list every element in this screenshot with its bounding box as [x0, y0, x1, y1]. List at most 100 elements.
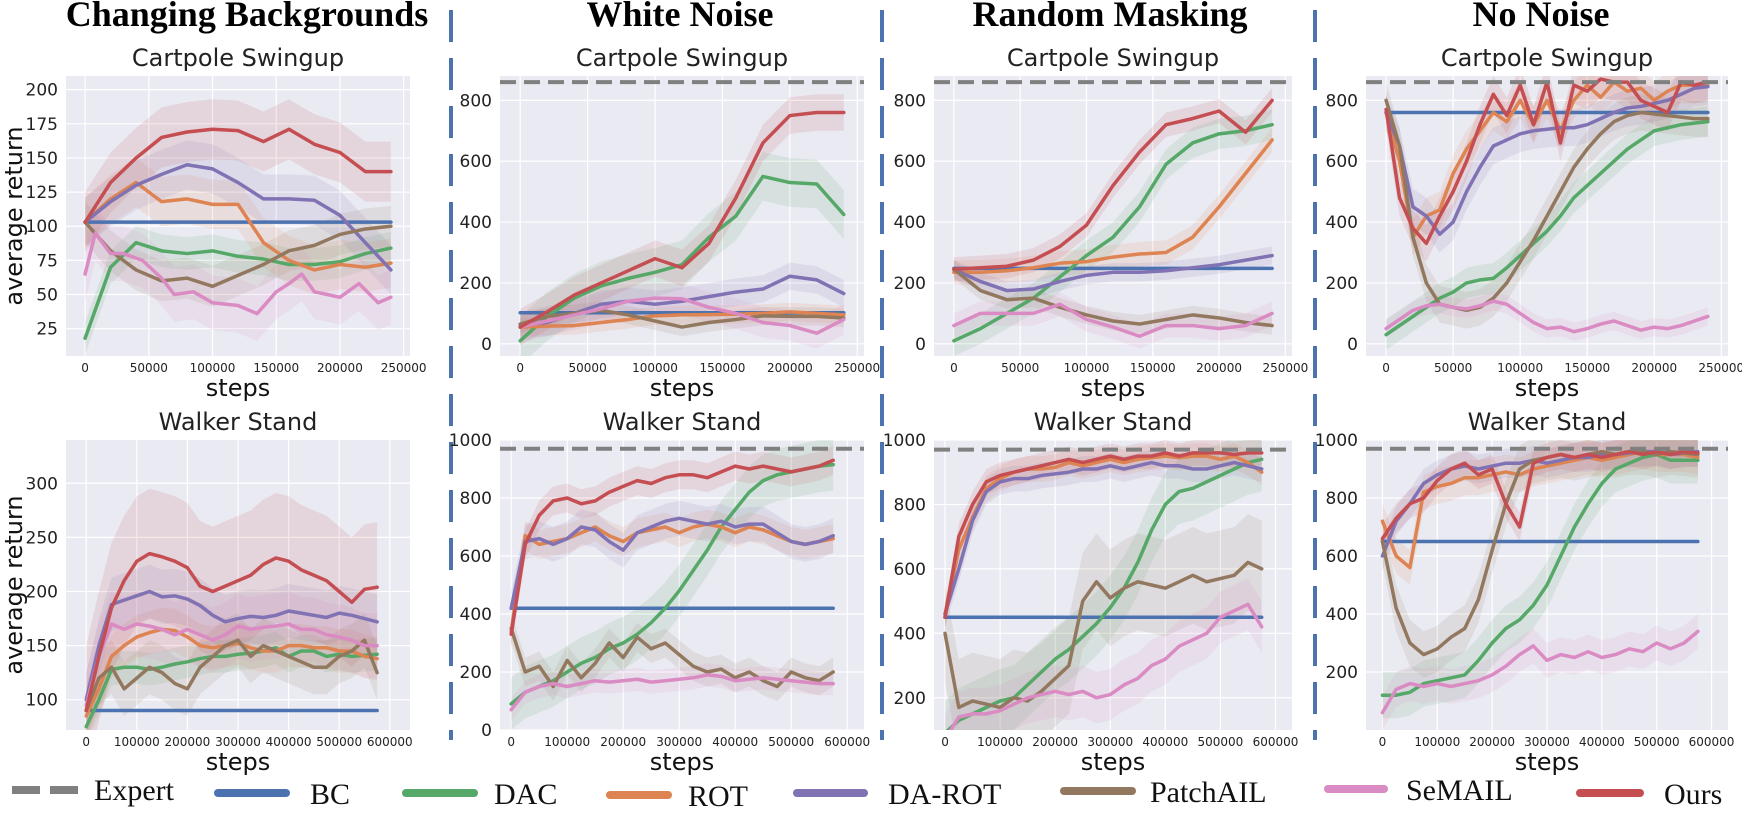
line-darot: [952, 253, 1274, 293]
x-tick-label: 200000: [1032, 735, 1078, 749]
legend-label-bc: BC: [310, 778, 350, 811]
line-ours: [518, 110, 846, 329]
plot-area: [83, 99, 393, 355]
x-tick-label: 50000: [1001, 361, 1039, 375]
y-tick-label: 800: [894, 495, 926, 515]
x-tick-label: 150000: [1130, 361, 1176, 375]
plot-background: [66, 76, 410, 356]
band-dac: [953, 109, 1273, 356]
line-darot: [1384, 84, 1710, 237]
plot-area: [943, 440, 1264, 730]
line-patchail: [952, 267, 1274, 328]
x-tick-label: 100000: [544, 735, 590, 749]
line-semail: [509, 673, 835, 712]
x-tick-label: 300000: [215, 735, 261, 749]
x-tick-label: 150000: [253, 361, 299, 375]
x-tick-label: 500000: [768, 735, 814, 749]
y-axis-label: average return: [0, 495, 28, 674]
panel-title: Cartpole Swingup: [1441, 44, 1653, 72]
band-patchail: [1382, 440, 1698, 678]
legend-item-bc: BC: [214, 778, 350, 811]
x-tick-label: 500000: [1634, 735, 1680, 749]
y-tick-label: 800: [894, 91, 926, 111]
y-tick-label: 1000: [449, 431, 492, 451]
x-tick-label: 250000: [1262, 361, 1308, 375]
line-semail: [1384, 299, 1710, 334]
legend-label-expert: Expert: [94, 774, 175, 807]
line-dac: [1380, 452, 1700, 697]
x-tick-label: 0: [1382, 361, 1390, 375]
x-tick-label: 400000: [1579, 735, 1625, 749]
legend-item-dac: DAC: [402, 778, 557, 811]
band-semail: [85, 205, 391, 341]
panels: 0 50000 100000 150000 200000 2500002550751001…: [0, 44, 1742, 776]
line-semail: [952, 302, 1274, 338]
panel-title: Walker Stand: [603, 408, 762, 436]
panel-rm-walker: 0 100000 200000 300000 400000 500000 600000 200…: [883, 408, 1299, 776]
y-tick-label: 600: [460, 152, 492, 172]
x-tick-label: 400000: [712, 735, 758, 749]
panel-title: Walker Stand: [1034, 408, 1193, 436]
y-tick-label: 1000: [1315, 431, 1358, 451]
x-tick-label: 0: [507, 735, 515, 749]
line-dac: [83, 240, 393, 340]
y-tick-label: 200: [26, 81, 58, 101]
band-darot: [945, 449, 1262, 627]
line-semail: [1380, 629, 1700, 715]
line-semail: [84, 622, 379, 707]
x-tick-label: 600000: [367, 735, 413, 749]
band-rot: [86, 607, 378, 730]
legend-label-patchail: PatchAIL: [1150, 776, 1267, 809]
line-patchail: [509, 626, 835, 689]
band-semail: [1382, 614, 1698, 730]
y-tick-label: 0: [1347, 335, 1358, 355]
y-tick-label: 150: [26, 149, 58, 169]
line-patchail: [943, 560, 1264, 710]
legend-label-da-rot: DA-ROT: [888, 778, 1001, 811]
plot-area: [1380, 440, 1700, 730]
x-tick-label: 250000: [834, 361, 880, 375]
y-tick-label: 75: [36, 251, 58, 271]
x-tick-label: 300000: [1524, 735, 1570, 749]
plot-area: [84, 488, 379, 730]
plot-area: [509, 440, 835, 730]
x-tick-label: 200000: [1631, 361, 1677, 375]
x-axis-label: steps: [650, 374, 714, 402]
legend-label-semail: SeMAIL: [1406, 774, 1513, 807]
x-tick-label: 0: [516, 361, 524, 375]
x-tick-label: 100000: [114, 735, 160, 749]
line-semail: [948, 602, 1264, 730]
x-tick-label: 400000: [266, 735, 312, 749]
y-tick-label: 600: [460, 547, 492, 567]
band-dac: [945, 440, 1262, 730]
line-dac: [84, 646, 379, 729]
x-tick-label: 300000: [656, 735, 702, 749]
x-tick-label: 50000: [1434, 361, 1472, 375]
band-ours: [511, 445, 834, 649]
line-ours: [509, 458, 835, 637]
x-tick-label: 200000: [317, 361, 363, 375]
line-darot: [943, 460, 1264, 616]
y-tick-label: 100: [26, 691, 58, 711]
line-dac: [509, 462, 835, 706]
panel-wn-cartpole: 0 50000 100000 150000 200000 250000 0 200 400 600…: [460, 44, 881, 402]
legend-item-semail: SeMAIL: [1324, 774, 1513, 807]
y-tick-label: 400: [1326, 605, 1358, 625]
y-tick-label: 400: [894, 624, 926, 644]
legend-item-patchail: PatchAIL: [1060, 776, 1267, 809]
y-tick-label: 200: [894, 689, 926, 709]
y-axis-label: average return: [0, 126, 28, 305]
band-rot: [85, 157, 391, 295]
line-ours: [952, 98, 1274, 272]
band-rot: [953, 127, 1273, 285]
band-ours: [945, 440, 1262, 631]
panel-title: Cartpole Swingup: [132, 44, 344, 72]
x-axis-label: steps: [1081, 748, 1145, 776]
x-tick-label: 100000: [190, 361, 236, 375]
column-title-random-masking: Random Masking: [972, 0, 1247, 34]
band-semail: [86, 591, 378, 730]
x-axis-label: steps: [1081, 374, 1145, 402]
band-dac: [86, 631, 378, 730]
x-tick-label: 150000: [700, 361, 746, 375]
